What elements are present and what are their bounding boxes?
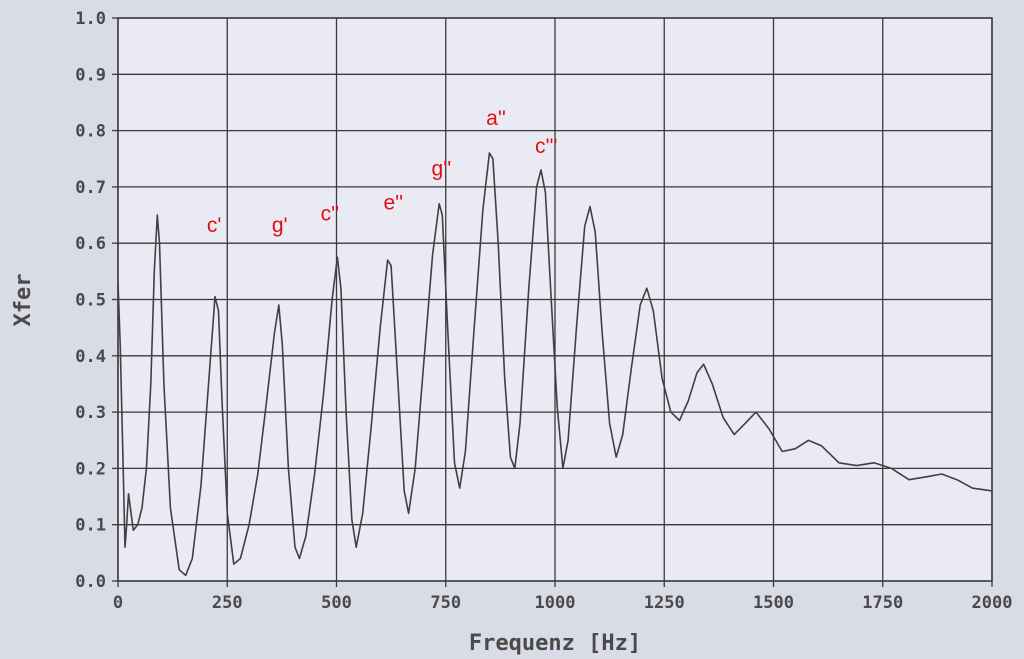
note-label: g': [272, 214, 288, 237]
note-labels: c' g' c'' e'' g'' a'' c''': [207, 107, 558, 237]
note-label: g'': [432, 158, 452, 181]
y-axis-title: Xfer: [11, 274, 36, 327]
y-tick-label: 0.9: [75, 65, 106, 85]
x-tick-label: 0: [113, 593, 123, 613]
y-tick-label: 0.0: [75, 572, 106, 592]
series-line: [117, 152, 993, 577]
y-tick-label: 0.3: [75, 403, 106, 423]
y-tick-label: 0.6: [75, 234, 106, 254]
note-label: e'': [383, 191, 403, 214]
note-label: c''': [535, 135, 558, 158]
y-tick-label: 1.0: [75, 9, 106, 29]
x-tick-label: 750: [430, 593, 461, 613]
note-label: a'': [486, 107, 506, 130]
x-tick-label: 2000: [972, 593, 1013, 613]
x-axis-title: Frequenz [Hz]: [469, 631, 641, 656]
grid-lines: [112, 17, 993, 587]
x-tick-label: 1000: [535, 593, 576, 613]
series-layer: [117, 152, 993, 577]
y-tick-label: 0.8: [75, 122, 106, 142]
note-label: c'': [321, 203, 340, 226]
note-label: c': [207, 214, 222, 237]
x-tick-label: 500: [321, 593, 352, 613]
y-tick-label: 0.5: [75, 291, 106, 311]
x-tick-label: 1250: [644, 593, 685, 613]
y-tick-label: 0.4: [75, 347, 106, 367]
x-tick-label: 1500: [753, 593, 794, 613]
x-tick-label: 1750: [862, 593, 903, 613]
tick-labels: 0.0 0.1 0.2 0.3 0.4 0.5 0.6 0.7 0.8 0.9 1.0 0 250 500…: [75, 9, 1012, 613]
y-tick-label: 0.2: [75, 459, 106, 479]
x-tick-label: 250: [212, 593, 243, 613]
y-tick-label: 0.7: [75, 178, 106, 198]
y-tick-label: 0.1: [75, 516, 106, 536]
